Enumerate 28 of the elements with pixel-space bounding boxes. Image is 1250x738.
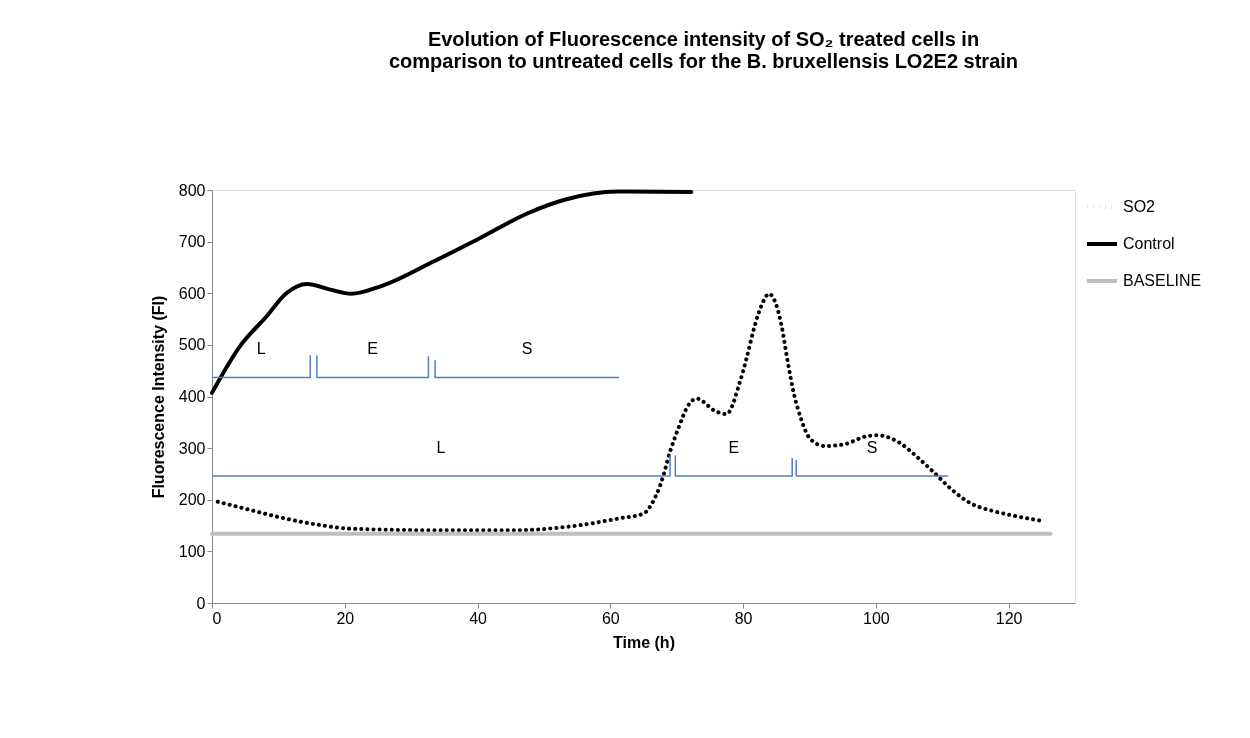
x-tick-label: 0 [212, 609, 222, 627]
annotation: S [866, 439, 878, 456]
y-tick-label: 300 [178, 439, 206, 457]
x-tick-label: 40 [469, 609, 488, 627]
annotation: E [367, 340, 378, 358]
y-tick-label: 400 [178, 388, 206, 405]
y-axis-title: Fluorescence Intensity (FI) [149, 295, 167, 499]
annotation: S [521, 340, 533, 358]
y-tick-label: 800 [178, 181, 206, 199]
legend-label: SO2 [1123, 198, 1156, 215]
legend-label: Control [1123, 235, 1175, 252]
y-tick-label: 200 [178, 491, 206, 509]
x-tick-label: 60 [601, 609, 620, 627]
y-tick-label: 100 [178, 542, 206, 560]
chart-title: Evolution of Fluorescence intensity of SO₂ treated cells in comparison to untreated cells for the B. bruxellensis LO2E2 strain [388, 28, 1019, 72]
x-axis-title: Time (h) [613, 633, 675, 651]
x-tick-label: 80 [734, 609, 753, 627]
annotation: L [256, 340, 266, 358]
y-tick-label: 500 [178, 336, 206, 354]
x-tick-label: 120 [995, 609, 1023, 627]
x-tick-label: 20 [336, 609, 355, 627]
legend-label: BASELINE [1123, 272, 1202, 289]
x-tick-label: 100 [862, 609, 890, 627]
annotation: L [436, 439, 446, 456]
y-tick-label: 700 [178, 233, 206, 251]
y-tick-label: 600 [178, 284, 206, 302]
annotation: E [728, 439, 740, 456]
y-tick-label: 0 [196, 594, 206, 612]
